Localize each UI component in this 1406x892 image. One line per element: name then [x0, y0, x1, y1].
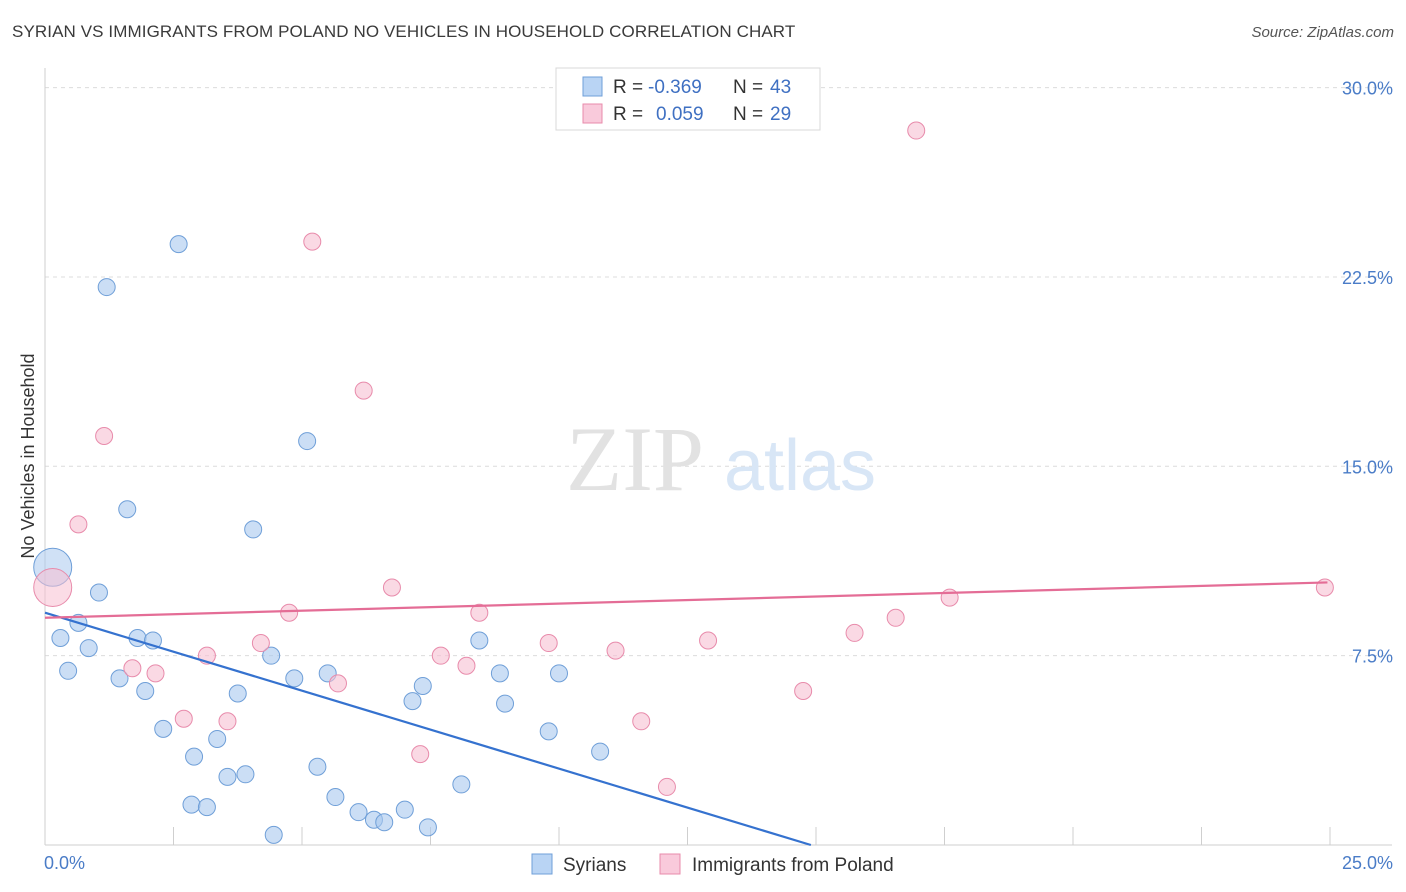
- bottom-legend-poland: Immigrants from Poland: [692, 855, 894, 876]
- axes: [44, 68, 1392, 846]
- legend-swatch-poland: [582, 103, 603, 124]
- y-tick-label-3: 30.0%: [1342, 79, 1393, 99]
- point-syrians-40: [539, 722, 558, 741]
- point-poland-17: [470, 603, 489, 622]
- point-poland-14: [411, 745, 430, 764]
- point-syrians-14: [182, 795, 201, 814]
- point-poland-19: [606, 641, 625, 660]
- trend-line-poland: [44, 581, 1328, 619]
- point-poland-10: [303, 232, 322, 251]
- point-syrians-7: [110, 669, 129, 688]
- y-axis-label: No Vehicles in Household: [18, 353, 38, 558]
- point-poland-4: [146, 664, 165, 683]
- chart-title: SYRIAN VS IMMIGRANTS FROM POLAND NO VEHI…: [12, 22, 796, 41]
- watermark-atlas: atlas: [724, 426, 876, 506]
- point-syrians-31: [375, 813, 394, 832]
- point-poland-7: [218, 712, 237, 731]
- point-syrians-32: [395, 800, 414, 819]
- point-syrians-18: [218, 767, 237, 786]
- point-poland-16: [457, 656, 476, 675]
- point-syrians-41: [550, 664, 568, 683]
- point-syrians-16: [197, 798, 216, 817]
- point-syrians-38: [490, 664, 509, 683]
- point-syrians-5: [89, 583, 108, 602]
- point-poland-11: [328, 674, 347, 693]
- point-poland-1: [69, 515, 88, 534]
- point-syrians-8: [118, 500, 137, 519]
- point-syrians-36: [452, 775, 471, 794]
- legend-r-value-1: -0.369: [648, 77, 702, 98]
- legend-r-label-2: R =: [613, 104, 643, 125]
- bottom-legend-syrians: Syrians: [563, 855, 626, 876]
- point-syrians-25: [298, 432, 317, 451]
- legend-n-value-1: 43: [770, 77, 791, 98]
- point-syrians-26: [308, 757, 327, 776]
- legend-n-label-1: N =: [733, 77, 763, 98]
- point-poland-9: [280, 603, 299, 622]
- point-syrians-23: [264, 825, 283, 844]
- point-poland-18: [539, 634, 558, 653]
- point-syrians-1: [51, 628, 70, 647]
- x-tick-label-min: 0.0%: [44, 853, 85, 873]
- point-syrians-37: [470, 631, 489, 650]
- point-syrians-6: [97, 278, 116, 297]
- point-syrians-42: [591, 742, 610, 761]
- legend-swatch-syrians: [582, 76, 603, 97]
- point-syrians-34: [413, 676, 432, 695]
- point-syrians-2: [59, 661, 78, 680]
- point-poland-22: [699, 631, 718, 650]
- x-tick-label-max: 25.0%: [1342, 853, 1393, 873]
- point-poland-20: [632, 712, 651, 731]
- point-syrians-28: [326, 788, 345, 807]
- legend-r-value-2: 0.059: [656, 104, 704, 125]
- trend-lines: [44, 581, 1328, 847]
- point-syrians-19: [228, 684, 247, 703]
- point-syrians-17: [208, 729, 227, 748]
- legend-n-label-2: N =: [733, 104, 763, 125]
- legend: R = -0.369 N = 43 R = 0.059 N = 29: [555, 67, 821, 131]
- point-poland-3: [123, 659, 142, 678]
- bottom-legend-swatch-syrians: [531, 853, 553, 875]
- point-poland-15: [431, 646, 450, 665]
- point-poland-0: [33, 567, 73, 607]
- point-syrians-22: [262, 646, 281, 665]
- point-syrians-10: [136, 682, 155, 700]
- bottom-legend: Syrians Immigrants from Poland: [531, 853, 894, 876]
- bottom-legend-swatch-poland: [659, 853, 681, 875]
- point-syrians-35: [418, 818, 437, 837]
- point-poland-12: [354, 381, 373, 400]
- point-syrians-39: [496, 694, 515, 713]
- trend-line-syrians: [44, 611, 812, 847]
- y-tick-label-1: 15.0%: [1342, 457, 1393, 477]
- point-syrians-21: [244, 520, 263, 539]
- point-syrians-29: [349, 803, 368, 822]
- point-syrians-24: [285, 669, 304, 688]
- gridlines: [45, 87, 1392, 657]
- watermark: ZIP atlas: [566, 408, 876, 510]
- legend-n-value-2: 29: [770, 104, 791, 125]
- legend-r-label-1: R =: [613, 77, 643, 98]
- point-syrians-4: [79, 639, 98, 658]
- point-syrians-12: [154, 719, 173, 738]
- tick-labels: 7.5% 15.0% 22.5% 30.0% 0.0% 25.0%: [44, 79, 1393, 873]
- point-syrians-13: [169, 235, 188, 254]
- point-syrians-15: [185, 747, 204, 766]
- point-syrians-20: [236, 765, 255, 784]
- point-poland-26: [907, 121, 926, 140]
- y-tick-label-2: 22.5%: [1342, 268, 1393, 288]
- y-tick-label-0: 7.5%: [1352, 647, 1393, 667]
- point-poland-2: [95, 427, 114, 446]
- point-poland-13: [382, 578, 401, 597]
- point-syrians-33: [403, 692, 422, 711]
- point-poland-21: [657, 777, 676, 796]
- point-poland-24: [845, 623, 864, 642]
- point-poland-23: [794, 682, 813, 700]
- source-label: Source: ZipAtlas.com: [1251, 24, 1394, 41]
- watermark-zip: ZIP: [566, 408, 704, 510]
- data-points: [33, 121, 1334, 844]
- point-poland-8: [251, 634, 270, 653]
- point-poland-25: [886, 608, 905, 627]
- point-poland-5: [174, 709, 193, 728]
